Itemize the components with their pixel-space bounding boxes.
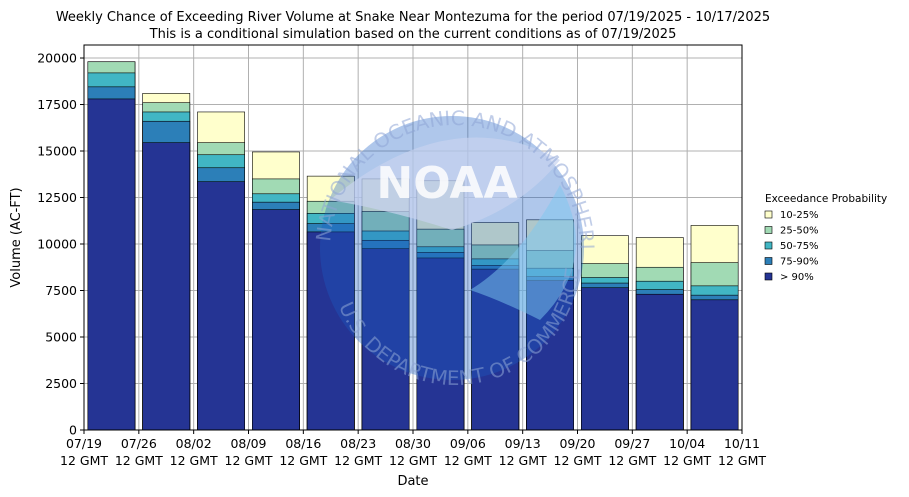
bars bbox=[87, 61, 739, 431]
legend-title: Exceedance Probability bbox=[765, 193, 887, 205]
bar-90-5 bbox=[361, 248, 410, 431]
x-tick-label-time: 12 GMT bbox=[115, 453, 163, 468]
bar-90-6 bbox=[416, 257, 465, 431]
x-tick-label-date: 07/19 bbox=[66, 436, 102, 451]
y-axis-label: Volume (AC-FT) bbox=[9, 187, 24, 287]
legend-swatch bbox=[764, 272, 773, 281]
legend: Exceedance Probability 10-25% 25-50% 50-75%… bbox=[764, 193, 887, 283]
legend-entry: > 90% bbox=[780, 272, 814, 283]
x-tick-label-time: 12 GMT bbox=[608, 453, 656, 468]
x-tick-label-time: 12 GMT bbox=[554, 453, 602, 468]
x-axis: 07/19 12 GMT 07/26 12 GMT 08/02 12 GMT 08/09 12… bbox=[60, 430, 766, 468]
legend-swatch bbox=[764, 210, 773, 219]
y-tick-label: 17500 bbox=[37, 97, 77, 112]
x-tick-label-time: 12 GMT bbox=[444, 453, 492, 468]
x-tick-label-date: 08/30 bbox=[395, 436, 431, 451]
x-tick-label-time: 12 GMT bbox=[389, 453, 437, 468]
y-tick-label: 20000 bbox=[37, 51, 77, 66]
y-tick-label: 0 bbox=[69, 423, 77, 438]
x-tick-label-date: 10/04 bbox=[669, 436, 705, 451]
x-tick-label-date: 09/06 bbox=[450, 436, 486, 451]
y-tick-label: 10000 bbox=[37, 237, 77, 252]
chart-subtitle: This is a conditional simulation based o… bbox=[149, 27, 677, 42]
x-tick-label-date: 09/27 bbox=[614, 436, 650, 451]
bar-90-4 bbox=[306, 231, 355, 431]
legend-entry: 10-25% bbox=[780, 210, 819, 221]
x-tick-label-time: 12 GMT bbox=[499, 453, 547, 468]
y-tick-label: 2500 bbox=[45, 376, 77, 391]
x-axis-label: Date bbox=[397, 474, 428, 489]
legend-swatch bbox=[764, 241, 773, 250]
bar-90-1 bbox=[142, 142, 191, 431]
x-tick-label-time: 12 GMT bbox=[225, 453, 273, 468]
legend-entry: 50-75% bbox=[780, 241, 819, 252]
x-tick-label-time: 12 GMT bbox=[279, 453, 327, 468]
bar-90-2 bbox=[197, 181, 245, 431]
x-tick-label-time: 12 GMT bbox=[170, 453, 218, 468]
x-tick-label-time: 12 GMT bbox=[60, 453, 108, 468]
legend-entry: 25-50% bbox=[780, 226, 819, 237]
bar-90-0 bbox=[87, 98, 136, 431]
x-tick-label-date: 08/16 bbox=[285, 436, 321, 451]
legend-swatch bbox=[764, 257, 773, 265]
x-tick-label-time: 12 GMT bbox=[663, 453, 711, 468]
legend-entry: 75-90% bbox=[780, 257, 819, 268]
x-tick-label-time: 12 GMT bbox=[334, 453, 382, 468]
noaa-logo-text: NOAA bbox=[376, 158, 517, 209]
y-tick-label: 5000 bbox=[45, 330, 77, 345]
x-tick-label-date: 08/23 bbox=[340, 436, 376, 451]
x-tick-label-date: 08/02 bbox=[176, 436, 212, 451]
y-tick-label: 7500 bbox=[45, 283, 77, 298]
bar-90-10 bbox=[635, 293, 684, 431]
y-axis: 0 2500 5000 7500 10000 12500 15000 17500 20000 bbox=[37, 51, 84, 438]
x-tick-label-date: 08/09 bbox=[230, 436, 266, 451]
x-tick-label-date: 07/26 bbox=[121, 436, 157, 451]
bar-90-11 bbox=[690, 299, 739, 431]
y-tick-label: 12500 bbox=[37, 190, 77, 205]
x-tick-label-date: 10/11 bbox=[724, 436, 760, 451]
y-tick-label: 15000 bbox=[37, 144, 77, 159]
noaa-logo-upper-shape bbox=[330, 137, 560, 230]
legend-swatch bbox=[764, 226, 773, 234]
noaa-logo-wave-shape bbox=[470, 185, 576, 320]
x-tick-label-time: 12 GMT bbox=[718, 453, 766, 468]
x-tick-label-date: 09/20 bbox=[559, 436, 595, 451]
bar-90-3 bbox=[252, 209, 300, 431]
x-tick-label-date: 09/13 bbox=[505, 436, 541, 451]
chart-title: Weekly Chance of Exceeding River Volume … bbox=[56, 10, 770, 25]
bar-90-9 bbox=[581, 287, 629, 431]
